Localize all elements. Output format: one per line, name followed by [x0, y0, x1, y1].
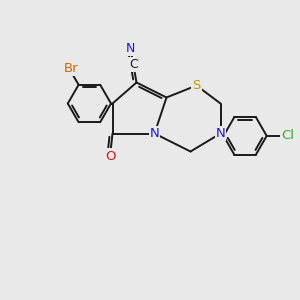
Text: N: N	[216, 127, 225, 140]
Text: Br: Br	[64, 62, 78, 75]
Text: S: S	[192, 79, 201, 92]
Text: N: N	[150, 127, 159, 140]
Text: O: O	[105, 149, 115, 163]
Text: N: N	[126, 42, 135, 55]
Text: Cl: Cl	[281, 129, 294, 142]
Text: C: C	[129, 58, 138, 71]
